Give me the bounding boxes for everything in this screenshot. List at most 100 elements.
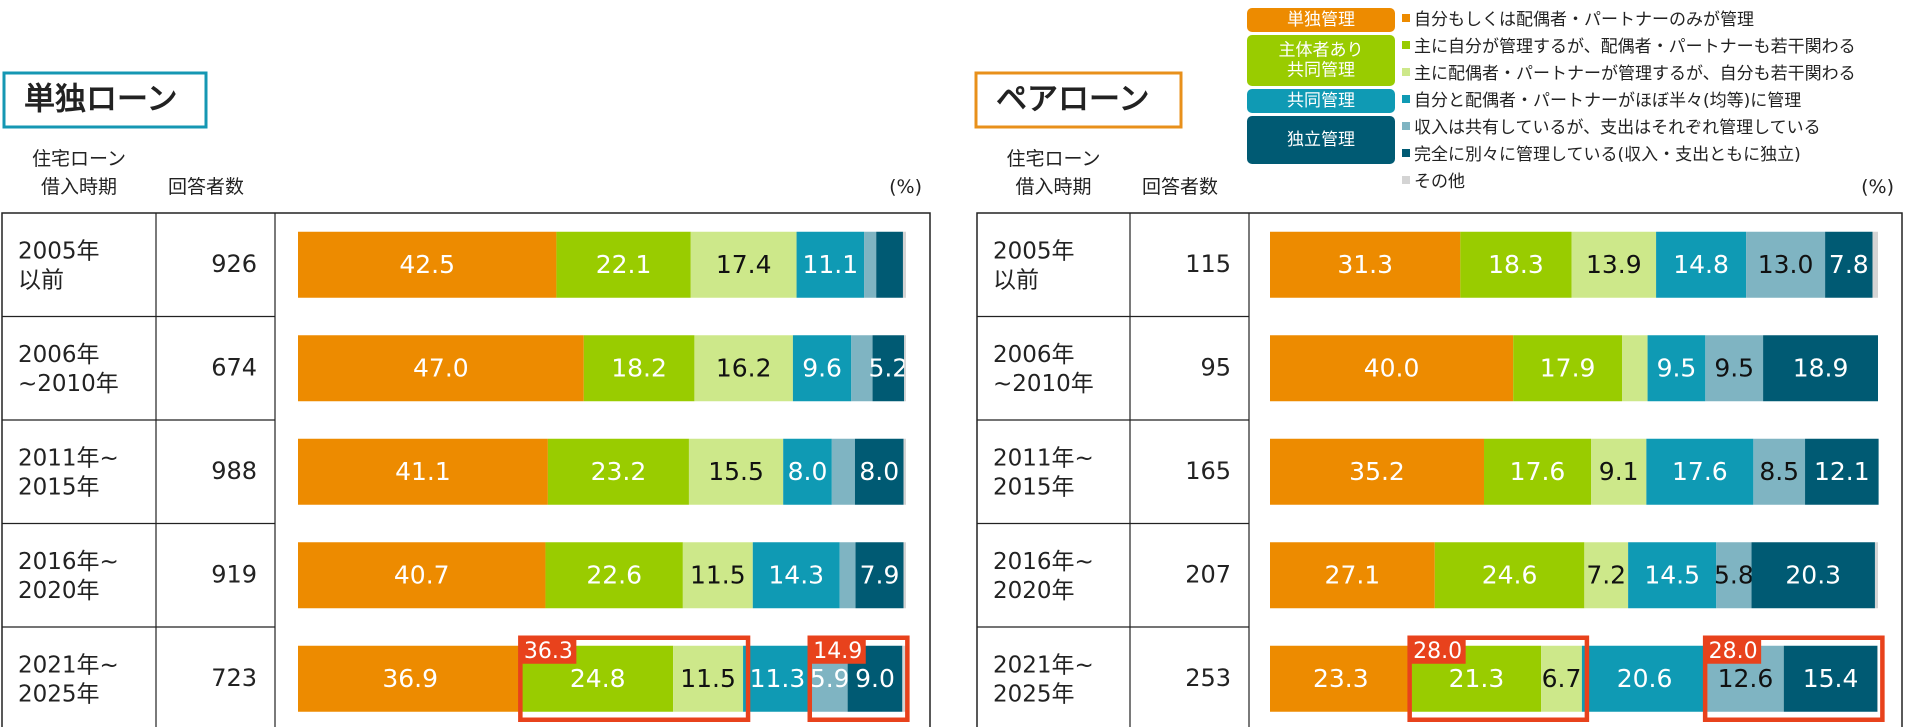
bar-segment: [1628, 542, 1717, 609]
bar-segment: [1877, 645, 1878, 712]
bar-segment: [1584, 542, 1629, 609]
row-period-label: 2015年: [993, 474, 1075, 500]
column-header-count: 回答者数: [168, 176, 244, 198]
bar-value-label: 17.6: [1672, 457, 1728, 486]
bar-segment: [298, 438, 548, 505]
legend-group-label: 共同管理: [1287, 61, 1355, 81]
legend-swatch: [1402, 68, 1410, 76]
bar-value-label: 23.2: [591, 457, 647, 486]
bar-segment: [1753, 438, 1806, 505]
row-period-label: 2025年: [993, 681, 1075, 707]
row-period-label: 2016年~: [993, 549, 1094, 575]
bar-segment: [1484, 438, 1592, 505]
bar-value-label: 17.6: [1510, 457, 1566, 486]
legend-swatch: [1402, 41, 1410, 49]
bar-segment: [904, 335, 906, 402]
bar-segment: [1763, 335, 1878, 402]
bar-segment: [1541, 645, 1582, 712]
bar-value-label: 47.0: [413, 353, 469, 382]
bar-value-label: 9.1: [1599, 457, 1639, 486]
bar-segment: [1716, 542, 1752, 609]
legend-item-label: 完全に別々に管理している(収入・支出ともに独立): [1414, 145, 1801, 165]
bar-value-label: 40.0: [1364, 353, 1420, 382]
bar-value-label: 17.4: [716, 250, 772, 279]
chart-title: 単独ローン: [24, 82, 177, 118]
row-period-label: 以前: [993, 267, 1039, 293]
bar-segment: [1705, 335, 1764, 402]
bar-value-label: 40.7: [394, 560, 450, 589]
bar-segment: [902, 231, 906, 298]
bar-segment: [1270, 542, 1435, 609]
highlight-box: [518, 635, 751, 722]
bar-value-label: 9.0: [855, 664, 895, 693]
row-period-label: 2005年: [18, 238, 100, 264]
row-period-label: 2025年: [18, 681, 100, 707]
bar-segment: [673, 645, 744, 712]
bar-segment: [1647, 335, 1706, 402]
row-period-label: ~2010年: [993, 371, 1094, 397]
title-box: [2, 71, 208, 129]
legend-group-label: 主体者あり: [1279, 41, 1364, 61]
bar-segment: [694, 335, 793, 402]
bar-segment: [1746, 231, 1826, 298]
bar-segment: [1571, 231, 1657, 298]
bar-segment: [547, 438, 689, 505]
highlight-box: [1702, 635, 1885, 722]
legend-swatch: [1402, 95, 1410, 103]
bar-segment: [1434, 542, 1585, 609]
legend-group-label: 単独管理: [1287, 10, 1355, 30]
bar-segment: [792, 335, 852, 402]
bar-value-label: 8.5: [1759, 457, 1799, 486]
row-period-label: 2005年: [993, 238, 1075, 264]
row-respondent-count: 95: [1200, 353, 1231, 381]
bar-value-label: 21.3: [1449, 664, 1505, 693]
highlight-tag: [1705, 637, 1762, 664]
bar-value-label: 35.2: [1349, 457, 1405, 486]
bar-value-label: 11.1: [802, 250, 858, 279]
bar-segment: [690, 231, 797, 298]
bar-value-label: 24.6: [1482, 560, 1538, 589]
row-period-label: 2006年: [18, 342, 100, 368]
legend-group-box: [1247, 8, 1395, 32]
bar-value-label: 20.3: [1785, 560, 1841, 589]
row-period-label: 2015年: [18, 474, 100, 500]
row-period-label: 2011年~: [993, 445, 1094, 471]
bar-segment: [902, 645, 906, 712]
bar-value-label: 7.2: [1586, 560, 1626, 589]
legend-swatch: [1402, 14, 1410, 22]
bar-value-label: 5.8: [1714, 560, 1754, 589]
legend-group-label: 共同管理: [1287, 91, 1355, 111]
legend-item-label: 自分と配偶者・パートナーがほぼ半々(均等)に管理: [1414, 91, 1801, 111]
bar-segment: [1591, 438, 1647, 505]
bar-segment: [903, 542, 906, 609]
column-header-count: 回答者数: [1142, 176, 1218, 198]
bar-segment: [903, 438, 906, 505]
legend-item-label: その他: [1414, 172, 1465, 192]
legend: 自分もしくは配偶者・パートナーのみが管理主に自分が管理するが、配偶者・パートナー…: [1247, 8, 1856, 192]
bar-value-label: 14.3: [768, 560, 824, 589]
bar-segment: [839, 542, 856, 609]
bar-segment: [1513, 335, 1623, 402]
bar-segment: [1622, 335, 1648, 402]
bar-segment: [1656, 231, 1747, 298]
bar-segment: [872, 335, 905, 402]
bar-segment: [545, 542, 683, 609]
highlight-total-label: 14.9: [813, 639, 862, 664]
row-period-label: 2020年: [18, 578, 100, 604]
bar-segment: [1872, 231, 1878, 298]
bar-value-label: 18.2: [611, 353, 667, 382]
bar-value-label: 11.5: [680, 664, 736, 693]
row-respondent-count: 674: [211, 353, 257, 381]
row-period-label: 2021年~: [993, 652, 1094, 678]
bar-segment: [298, 645, 523, 712]
bar-value-label: 15.5: [708, 457, 764, 486]
chart-title: ペアローン: [996, 82, 1149, 118]
bar-segment: [1270, 335, 1514, 402]
row-respondent-count: 165: [1185, 457, 1231, 485]
bar-segment: [1270, 645, 1412, 712]
bar-value-label: 36.9: [382, 664, 438, 693]
bar-segment: [1646, 438, 1754, 505]
highlight-tag: [809, 637, 866, 664]
